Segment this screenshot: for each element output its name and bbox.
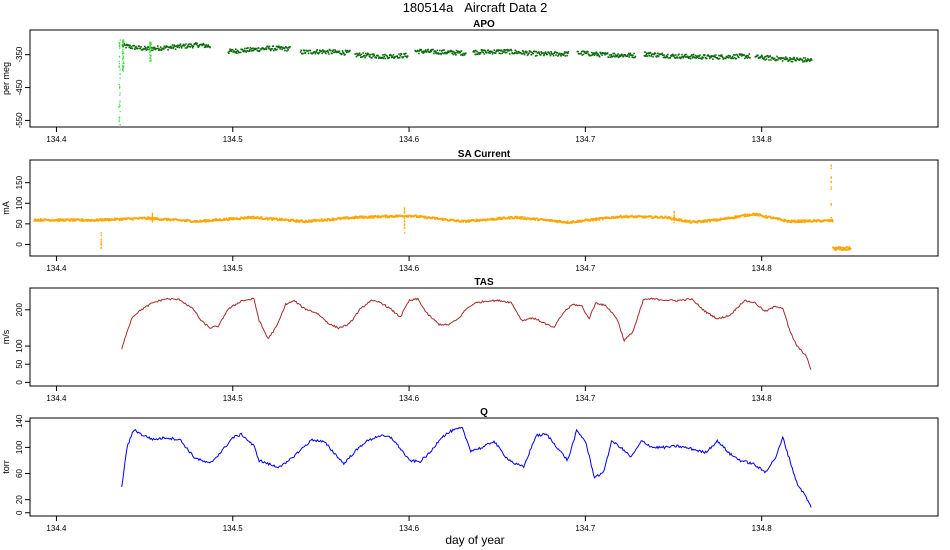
x-tick-label: 134.4 bbox=[46, 135, 67, 144]
x-tick-label: 134.5 bbox=[223, 264, 244, 273]
panels: APO per meg 134.4 134.5 134.6 134.7 134.8 -550 -… bbox=[1, 19, 939, 533]
panel-tas: TAS m/s 134.4 134.5 134.6 134.7 134.8 0 50 100 200 bbox=[1, 277, 939, 403]
panel-sa-current: SA Current mA 134.4 134.5 134.6 134.7 134.8 0 50… bbox=[1, 149, 939, 273]
y-tick-label: 20 bbox=[15, 495, 24, 504]
x-tick-label: 134.6 bbox=[399, 264, 420, 273]
y-tick-label: 100 bbox=[15, 440, 24, 454]
y-tick-label: 0 bbox=[15, 380, 24, 385]
x-tick-label: 134.6 bbox=[399, 135, 420, 144]
q-series-line bbox=[121, 426, 812, 508]
x-tick-label: 134.5 bbox=[223, 394, 244, 403]
panel-apo: APO per meg 134.4 134.5 134.6 134.7 134.8 -550 -… bbox=[1, 19, 939, 144]
panel-title: Q bbox=[480, 407, 488, 418]
plot-area bbox=[121, 426, 812, 508]
x-tick-label: 134.6 bbox=[399, 394, 420, 403]
x-tick-label: 134.6 bbox=[399, 524, 420, 533]
x-tick-label: 134.8 bbox=[752, 264, 773, 273]
figure-title: 180514a Aircraft Data 2 bbox=[403, 0, 548, 15]
plot-frame bbox=[29, 159, 939, 257]
figure-title-id: 180514a bbox=[403, 0, 454, 15]
x-tick-label: 134.7 bbox=[575, 524, 596, 533]
y-tick-label: -350 bbox=[15, 46, 24, 63]
y-tick-label: 0 bbox=[15, 510, 24, 515]
x-tick-label: 134.7 bbox=[575, 135, 596, 144]
plot-area bbox=[33, 164, 852, 252]
x-tick-label: 134.5 bbox=[223, 135, 244, 144]
y-tick-label: 50 bbox=[15, 359, 24, 368]
plot-area bbox=[118, 39, 813, 127]
tas-series-line bbox=[121, 297, 812, 370]
x-tick-label: 134.8 bbox=[752, 524, 773, 533]
x-tick-label: 134.4 bbox=[46, 524, 67, 533]
x-tick-label: 134.4 bbox=[46, 264, 67, 273]
plot-frame bbox=[29, 417, 939, 517]
plot-area bbox=[121, 297, 812, 370]
x-tick-label: 134.8 bbox=[752, 394, 773, 403]
x-tick-label: 134.8 bbox=[752, 135, 773, 144]
y-tick-label: 200 bbox=[15, 303, 24, 317]
panel-title: TAS bbox=[474, 277, 494, 288]
y-axis-label: m/s bbox=[1, 329, 11, 344]
x-tick-label: 134.7 bbox=[575, 394, 596, 403]
panel-title: APO bbox=[473, 19, 495, 30]
y-axis-label: per meg bbox=[1, 62, 11, 95]
y-tick-label: 100 bbox=[15, 339, 24, 353]
apo-outlier-points bbox=[118, 39, 152, 127]
plot-frame bbox=[29, 29, 939, 128]
y-tick-label: -450 bbox=[15, 79, 24, 96]
x-tick-label: 134.4 bbox=[46, 394, 67, 403]
panel-title: SA Current bbox=[458, 149, 511, 160]
figure-title-text: Aircraft Data 2 bbox=[464, 0, 547, 15]
y-tick-label: 50 bbox=[15, 219, 24, 228]
x-tick-label: 134.5 bbox=[223, 524, 244, 533]
x-axis-label: day of year bbox=[445, 533, 504, 547]
x-tick-label: 134.7 bbox=[575, 264, 596, 273]
y-tick-label: 140 bbox=[15, 414, 24, 428]
sa-current-spike-points bbox=[100, 164, 852, 252]
sa-current-series-points bbox=[33, 212, 834, 224]
apo-series-points bbox=[121, 42, 813, 63]
y-tick-label: 100 bbox=[15, 196, 24, 210]
y-axis-label: torr bbox=[1, 460, 11, 474]
y-tick-label: 150 bbox=[15, 175, 24, 189]
plot-frame bbox=[29, 287, 939, 387]
y-axis-label: mA bbox=[1, 201, 11, 215]
y-tick-label: -550 bbox=[15, 112, 24, 129]
y-tick-label: 0 bbox=[15, 242, 24, 247]
y-tick-label: 60 bbox=[15, 469, 24, 478]
